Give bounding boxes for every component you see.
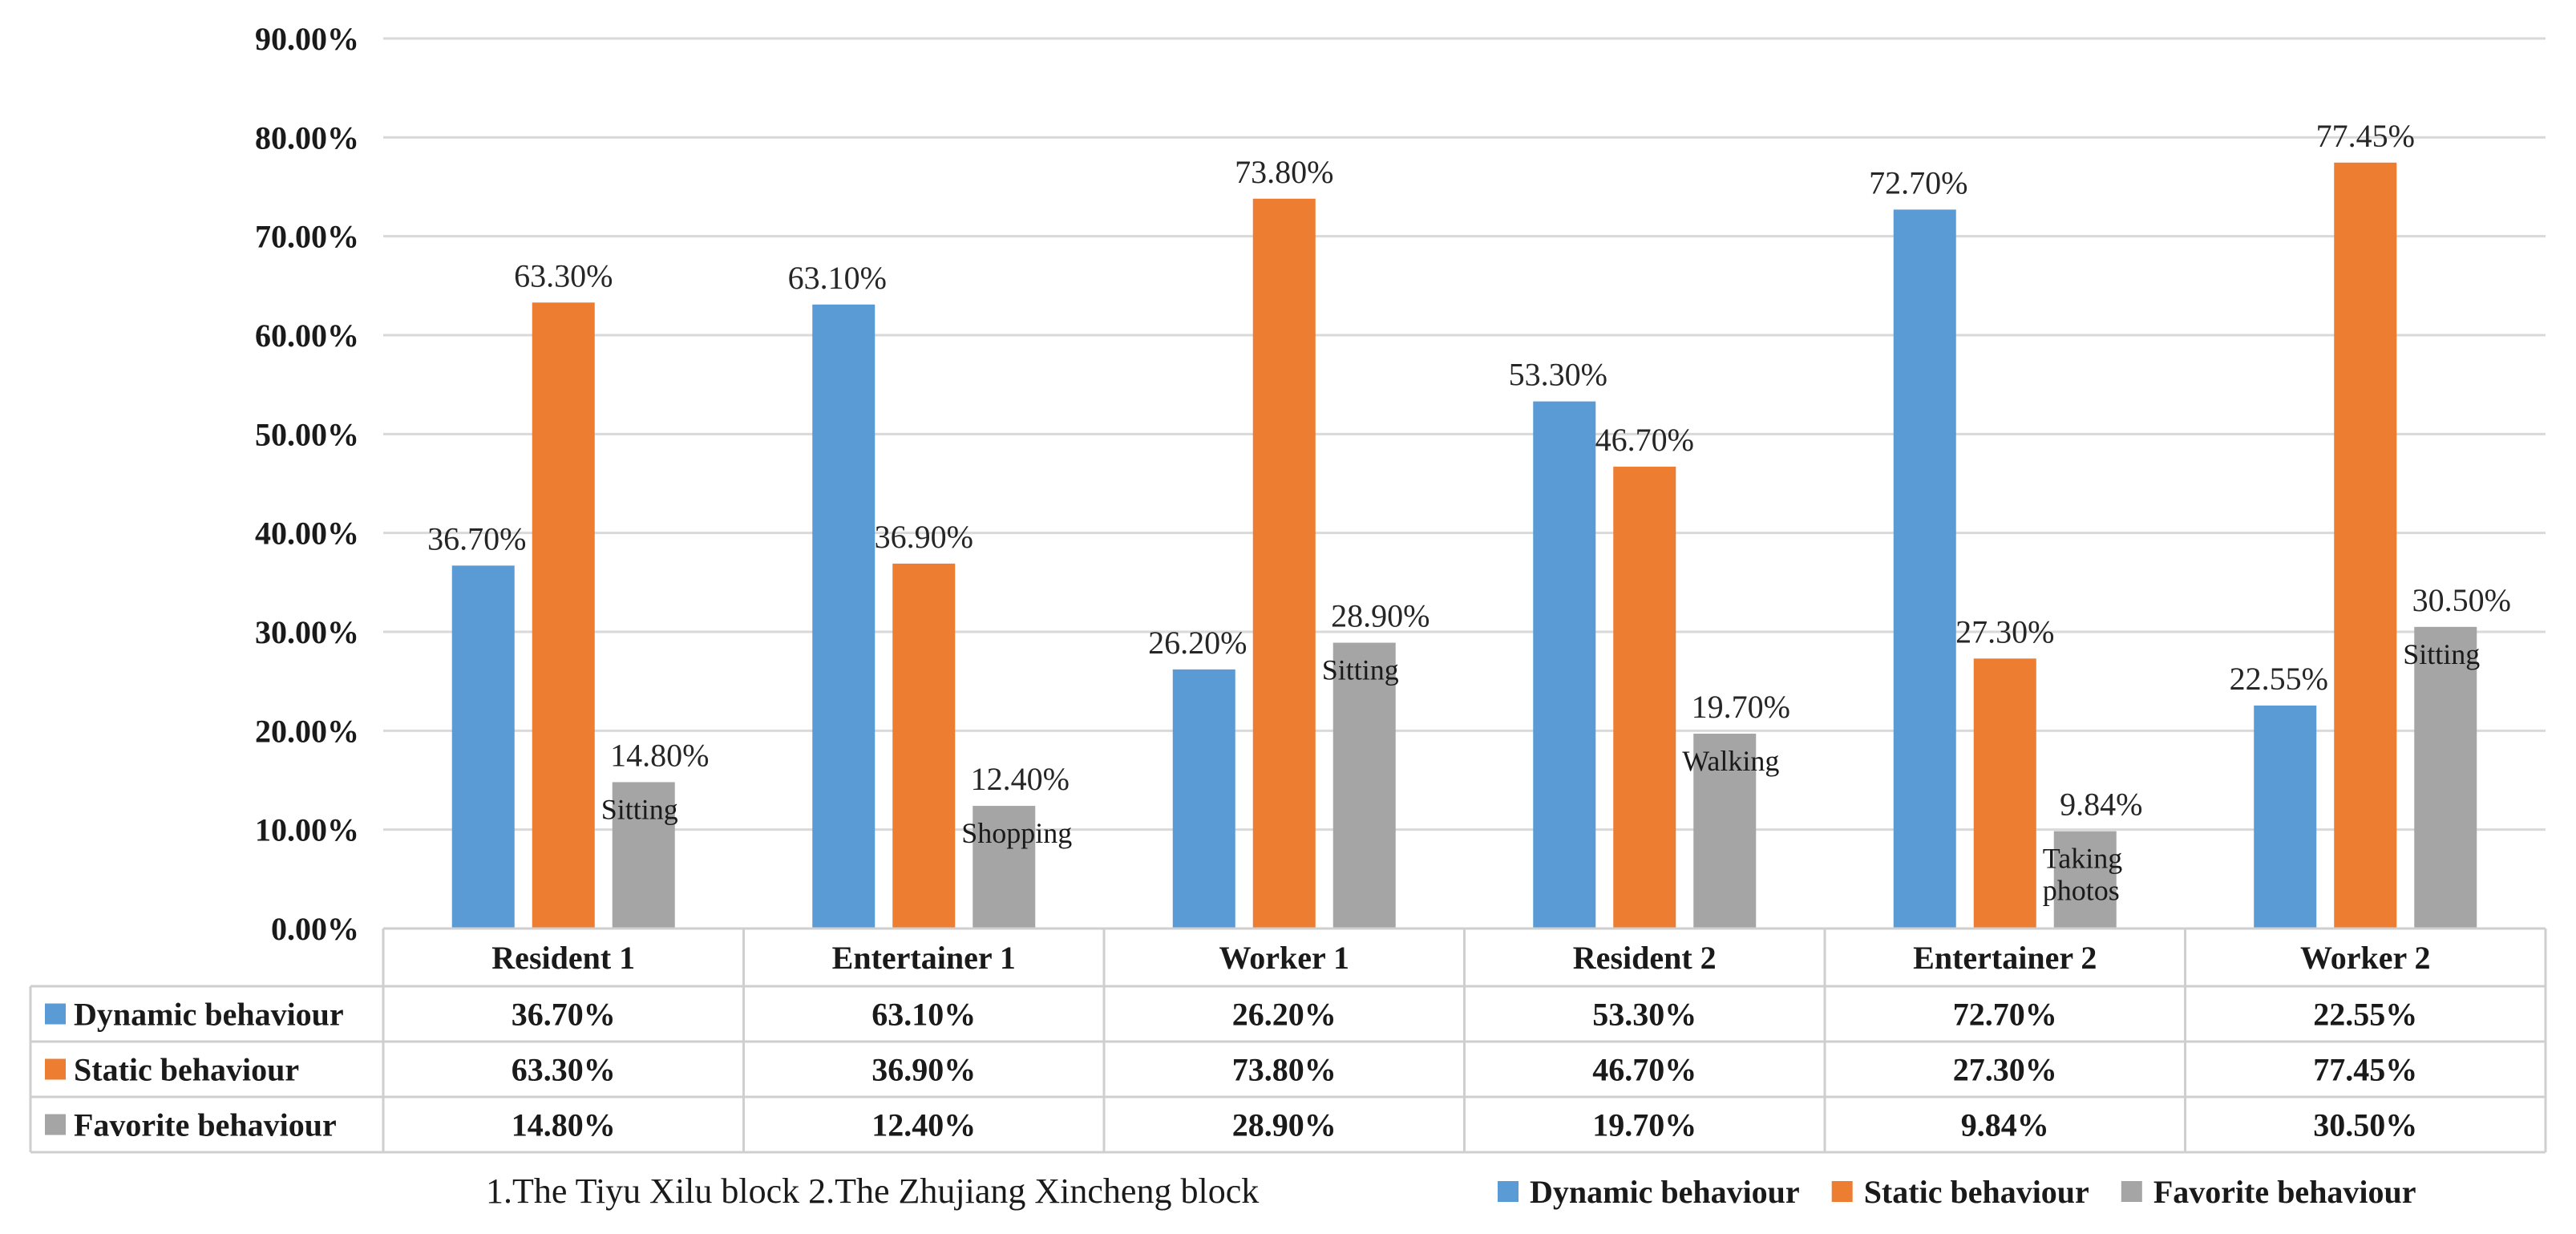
table-legend-swatch [45, 1003, 66, 1025]
data-label: 46.70% [1595, 422, 1694, 458]
data-label: 72.70% [1869, 164, 1967, 200]
table-row-label: Favorite behaviour [74, 1107, 337, 1143]
y-axis: 0.00% 10.00% 20.00% 30.00% 40.00% 50.00% 60.00… [255, 21, 359, 947]
table-cell: 30.50% [2313, 1107, 2417, 1143]
bar-dynamic-behaviour-resident-2 [1533, 401, 1596, 929]
y-tick-label: 20.00% [255, 713, 359, 749]
bar-static-behaviour-resident-2 [1613, 467, 1676, 929]
bar-favorite-behaviour-worker-1 [1332, 642, 1396, 929]
y-tick-label: 40.00% [255, 516, 359, 552]
table-row-label: Dynamic behaviour [74, 997, 344, 1033]
bar-annotation: Sitting [601, 793, 678, 825]
footer: 1.The Tiyu Xilu block 2.The Zhujiang Xin… [486, 1171, 2416, 1211]
table-cell: 26.20% [1232, 997, 1337, 1033]
bar-annotation: Shopping [961, 817, 1072, 849]
bar-annotation: Sitting [2403, 638, 2480, 670]
bar-static-behaviour-entertainer-2 [1973, 658, 2036, 929]
table-cell: 22.55% [2313, 997, 2417, 1033]
legend-swatch-dynamic-behaviour [1498, 1181, 1519, 1202]
table-cell: 63.10% [871, 997, 976, 1033]
category-label: Worker 1 [1219, 940, 1349, 976]
bar-favorite-behaviour-resident-1 [612, 782, 675, 929]
legend-swatch-favorite-behaviour [2121, 1181, 2142, 1202]
table-cell: 53.30% [1592, 997, 1696, 1033]
data-label: 12.40% [971, 761, 1070, 797]
bar-static-behaviour-entertainer-1 [892, 563, 956, 929]
y-tick-label: 50.00% [255, 416, 359, 452]
bar-dynamic-behaviour-worker-2 [2254, 705, 2317, 929]
y-tick-label: 90.00% [255, 21, 359, 57]
data-label: 30.50% [2412, 582, 2511, 618]
bar-static-behaviour-worker-2 [2334, 162, 2397, 929]
category-label: Resident 2 [1573, 940, 1717, 976]
data-label: 9.84% [2060, 787, 2142, 823]
data-label: 36.90% [875, 519, 973, 555]
data-label: 22.55% [2230, 661, 2328, 697]
table-legend-swatch [45, 1114, 66, 1135]
bar-annotation: Walking [1682, 745, 1779, 777]
y-tick-label: 30.00% [255, 614, 359, 650]
category-label: Worker 2 [2300, 940, 2431, 976]
table-cell: 9.84% [1961, 1107, 2049, 1143]
table-cell: 14.80% [512, 1107, 616, 1143]
table-legend-swatch [45, 1058, 66, 1080]
bar-annotation: photos [2043, 875, 2120, 907]
y-tick-label: 60.00% [255, 318, 359, 354]
table-cell: 27.30% [1953, 1052, 2057, 1088]
table-cell: 77.45% [2313, 1052, 2417, 1088]
data-label: 19.70% [1692, 689, 1790, 725]
y-tick-label: 80.00% [255, 119, 359, 156]
y-tick-label: 70.00% [255, 219, 359, 255]
bar-favorite-behaviour-entertainer-2 [2053, 831, 2117, 929]
table-cell: 19.70% [1592, 1107, 1696, 1143]
bars [451, 162, 2477, 929]
data-label: 14.80% [610, 737, 709, 773]
data-table: Resident 1 Entertainer 1 Worker 1 Resident … [29, 927, 2547, 1154]
y-tick-label: 0.00% [271, 911, 359, 947]
bar-static-behaviour-resident-1 [532, 302, 595, 929]
bar-dynamic-behaviour-entertainer-2 [1893, 209, 1956, 929]
table-cell: 12.40% [871, 1107, 976, 1143]
bar-static-behaviour-worker-1 [1252, 198, 1316, 929]
bar-dynamic-behaviour-entertainer-1 [812, 304, 876, 929]
data-label: 53.30% [1509, 357, 1607, 393]
legend-swatch-static-behaviour [1831, 1181, 1853, 1202]
data-label: 73.80% [1235, 154, 1333, 190]
bar-favorite-behaviour-entertainer-1 [973, 806, 1036, 929]
data-label: 26.20% [1148, 625, 1247, 661]
gridlines [383, 37, 2546, 930]
bar-dynamic-behaviour-worker-1 [1172, 669, 1235, 929]
table-row-label: Static behaviour [74, 1052, 299, 1088]
data-label: 77.45% [2316, 118, 2415, 154]
table-cell: 36.90% [871, 1052, 976, 1088]
table-cell: 36.70% [512, 997, 616, 1033]
footnote: 1.The Tiyu Xilu block 2.The Zhujiang Xin… [486, 1171, 1259, 1211]
category-label: Entertainer 1 [832, 940, 1016, 976]
table-cell: 46.70% [1592, 1052, 1696, 1088]
data-label: 36.70% [427, 520, 526, 556]
category-label: Resident 1 [491, 940, 635, 976]
table-cell: 28.90% [1232, 1107, 1337, 1143]
y-tick-label: 10.00% [255, 812, 359, 848]
data-label: 28.90% [1331, 598, 1430, 634]
table-cell: 72.70% [1953, 997, 2057, 1033]
category-label: Entertainer 2 [1913, 940, 2097, 976]
data-labels: 36.70% 63.10% 26.20% 53.30% 72.70% 22.55% 63.3… [427, 118, 2511, 907]
bar-dynamic-behaviour-resident-1 [451, 565, 515, 929]
table-cell: 63.30% [512, 1052, 616, 1088]
bar-annotation: Taking [2043, 843, 2122, 875]
table-cell: 73.80% [1232, 1052, 1337, 1088]
legend-label: Dynamic behaviour [1530, 1174, 1800, 1210]
data-label: 63.30% [514, 257, 613, 293]
legend-label: Favorite behaviour [2153, 1174, 2416, 1210]
legend-label: Static behaviour [1864, 1174, 2089, 1210]
bar-favorite-behaviour-resident-2 [1693, 734, 1757, 929]
data-label: 27.30% [1955, 613, 2054, 649]
data-label: 63.10% [788, 260, 887, 296]
bar-favorite-behaviour-worker-2 [2414, 626, 2477, 929]
bar-annotation: Sitting [1322, 654, 1399, 686]
